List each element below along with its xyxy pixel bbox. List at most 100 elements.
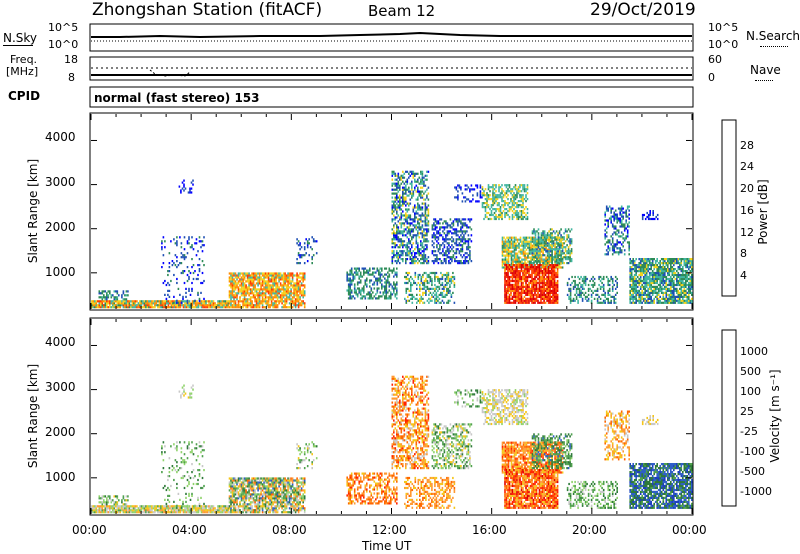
heatmap-cell bbox=[121, 296, 123, 299]
heatmap-cell bbox=[427, 240, 430, 243]
heatmap-cell bbox=[505, 264, 508, 267]
heatmap-cell bbox=[546, 299, 548, 302]
heatmap-cell bbox=[427, 220, 430, 223]
heatmap-cell bbox=[311, 258, 313, 261]
heatmap-cell bbox=[92, 306, 95, 309]
heatmap-cell bbox=[513, 252, 516, 255]
heatmap-cell bbox=[519, 186, 521, 189]
heatmap-cell bbox=[393, 232, 395, 235]
heatmap-cell bbox=[396, 210, 398, 213]
heatmap-cell bbox=[261, 282, 264, 285]
heatmap-cell bbox=[530, 242, 532, 245]
heatmap-cell bbox=[408, 277, 411, 281]
heatmap-cell bbox=[619, 235, 621, 238]
heatmap-cell bbox=[406, 208, 409, 211]
heatmap-cell bbox=[619, 241, 621, 244]
heatmap-cell bbox=[399, 198, 401, 201]
heatmap-cell bbox=[359, 273, 362, 276]
heatmap-cell bbox=[424, 234, 427, 237]
heatmap-cell bbox=[505, 279, 508, 283]
heatmap-cell bbox=[267, 304, 270, 307]
heatmap-cell bbox=[197, 302, 200, 305]
heatmap-cell bbox=[635, 281, 637, 285]
heatmap-cell bbox=[402, 244, 404, 247]
heatmap-cell bbox=[566, 236, 568, 239]
heatmap-cell bbox=[522, 204, 524, 207]
heatmap-cell bbox=[426, 228, 428, 231]
heatmap-cell bbox=[385, 285, 388, 288]
heatmap-cell bbox=[641, 266, 643, 269]
heatmap-cell bbox=[535, 270, 538, 273]
heatmap-cell bbox=[545, 236, 547, 239]
heatmap-cell bbox=[387, 271, 389, 274]
heatmap-cell bbox=[611, 239, 614, 242]
heatmap-cell bbox=[537, 293, 539, 296]
heatmap-cell bbox=[440, 291, 442, 294]
heatmap-cell bbox=[347, 283, 350, 286]
heatmap-cell bbox=[555, 250, 558, 253]
heatmap-cell bbox=[393, 188, 395, 191]
heatmap-cell bbox=[432, 271, 435, 275]
heatmap-cell bbox=[557, 262, 559, 265]
heatmap-cell bbox=[534, 270, 536, 273]
heatmap-cell bbox=[242, 278, 244, 281]
heatmap-cell bbox=[381, 267, 383, 270]
heatmap-cell bbox=[302, 274, 304, 277]
heatmap-cell bbox=[540, 234, 543, 237]
heatmap-cell bbox=[189, 187, 191, 190]
heatmap-cell bbox=[240, 290, 243, 293]
heatmap-cell bbox=[434, 250, 437, 253]
heatmap-cell bbox=[531, 246, 534, 249]
heatmap-cell bbox=[505, 297, 508, 300]
heatmap-cell bbox=[437, 262, 440, 265]
heatmap-cell bbox=[155, 304, 158, 307]
heatmap-cell bbox=[528, 246, 531, 249]
heatmap-cell bbox=[228, 306, 231, 309]
heatmap-cell bbox=[569, 230, 571, 233]
heatmap-cell bbox=[429, 277, 432, 281]
heatmap-cell bbox=[557, 244, 559, 247]
heatmap-cell bbox=[511, 204, 514, 207]
heatmap-cell bbox=[408, 240, 410, 243]
heatmap-cell bbox=[346, 275, 348, 278]
heatmap-cell bbox=[636, 293, 639, 296]
heatmap-cell bbox=[166, 302, 168, 305]
heatmap-cell bbox=[639, 262, 642, 265]
heatmap-cell bbox=[560, 258, 562, 261]
heatmap-cell bbox=[551, 234, 553, 237]
heatmap-cell bbox=[525, 258, 528, 261]
heatmap-cell bbox=[607, 219, 609, 222]
heatmap-cell bbox=[419, 301, 421, 304]
heatmap-cell bbox=[381, 283, 383, 286]
heatmap-cell bbox=[498, 184, 500, 187]
heatmap-cell bbox=[513, 194, 515, 197]
heatmap-cell bbox=[538, 279, 541, 283]
heatmap-cell bbox=[431, 279, 433, 283]
heatmap-cell bbox=[121, 294, 123, 297]
heatmap-cell bbox=[549, 258, 552, 261]
heatmap-cell bbox=[549, 271, 551, 275]
heatmap-cell bbox=[300, 302, 303, 305]
heatmap-cell bbox=[146, 300, 149, 303]
heatmap-cell bbox=[616, 233, 618, 236]
heatmap-cell bbox=[511, 188, 514, 191]
heatmap-cell bbox=[394, 182, 397, 185]
heatmap-cell bbox=[404, 297, 406, 300]
heatmap-cell bbox=[543, 285, 545, 288]
heatmap-cell bbox=[499, 192, 502, 195]
heatmap-cell bbox=[412, 210, 415, 213]
heatmap-cell bbox=[189, 246, 192, 249]
heatmap-cell bbox=[200, 246, 202, 249]
heatmap-cell bbox=[513, 242, 516, 245]
heatmap-cell bbox=[294, 294, 297, 297]
heatmap-cell bbox=[635, 285, 637, 288]
heatmap-cell bbox=[534, 230, 537, 233]
heatmap-cell bbox=[512, 242, 514, 245]
heatmap-cell bbox=[163, 300, 165, 303]
heatmap-cell bbox=[405, 208, 407, 211]
heatmap-cell bbox=[433, 218, 435, 221]
heatmap-cell bbox=[249, 298, 252, 301]
heatmap-cell bbox=[390, 269, 392, 272]
heatmap-cell bbox=[287, 276, 289, 279]
heatmap-cell bbox=[543, 266, 545, 269]
